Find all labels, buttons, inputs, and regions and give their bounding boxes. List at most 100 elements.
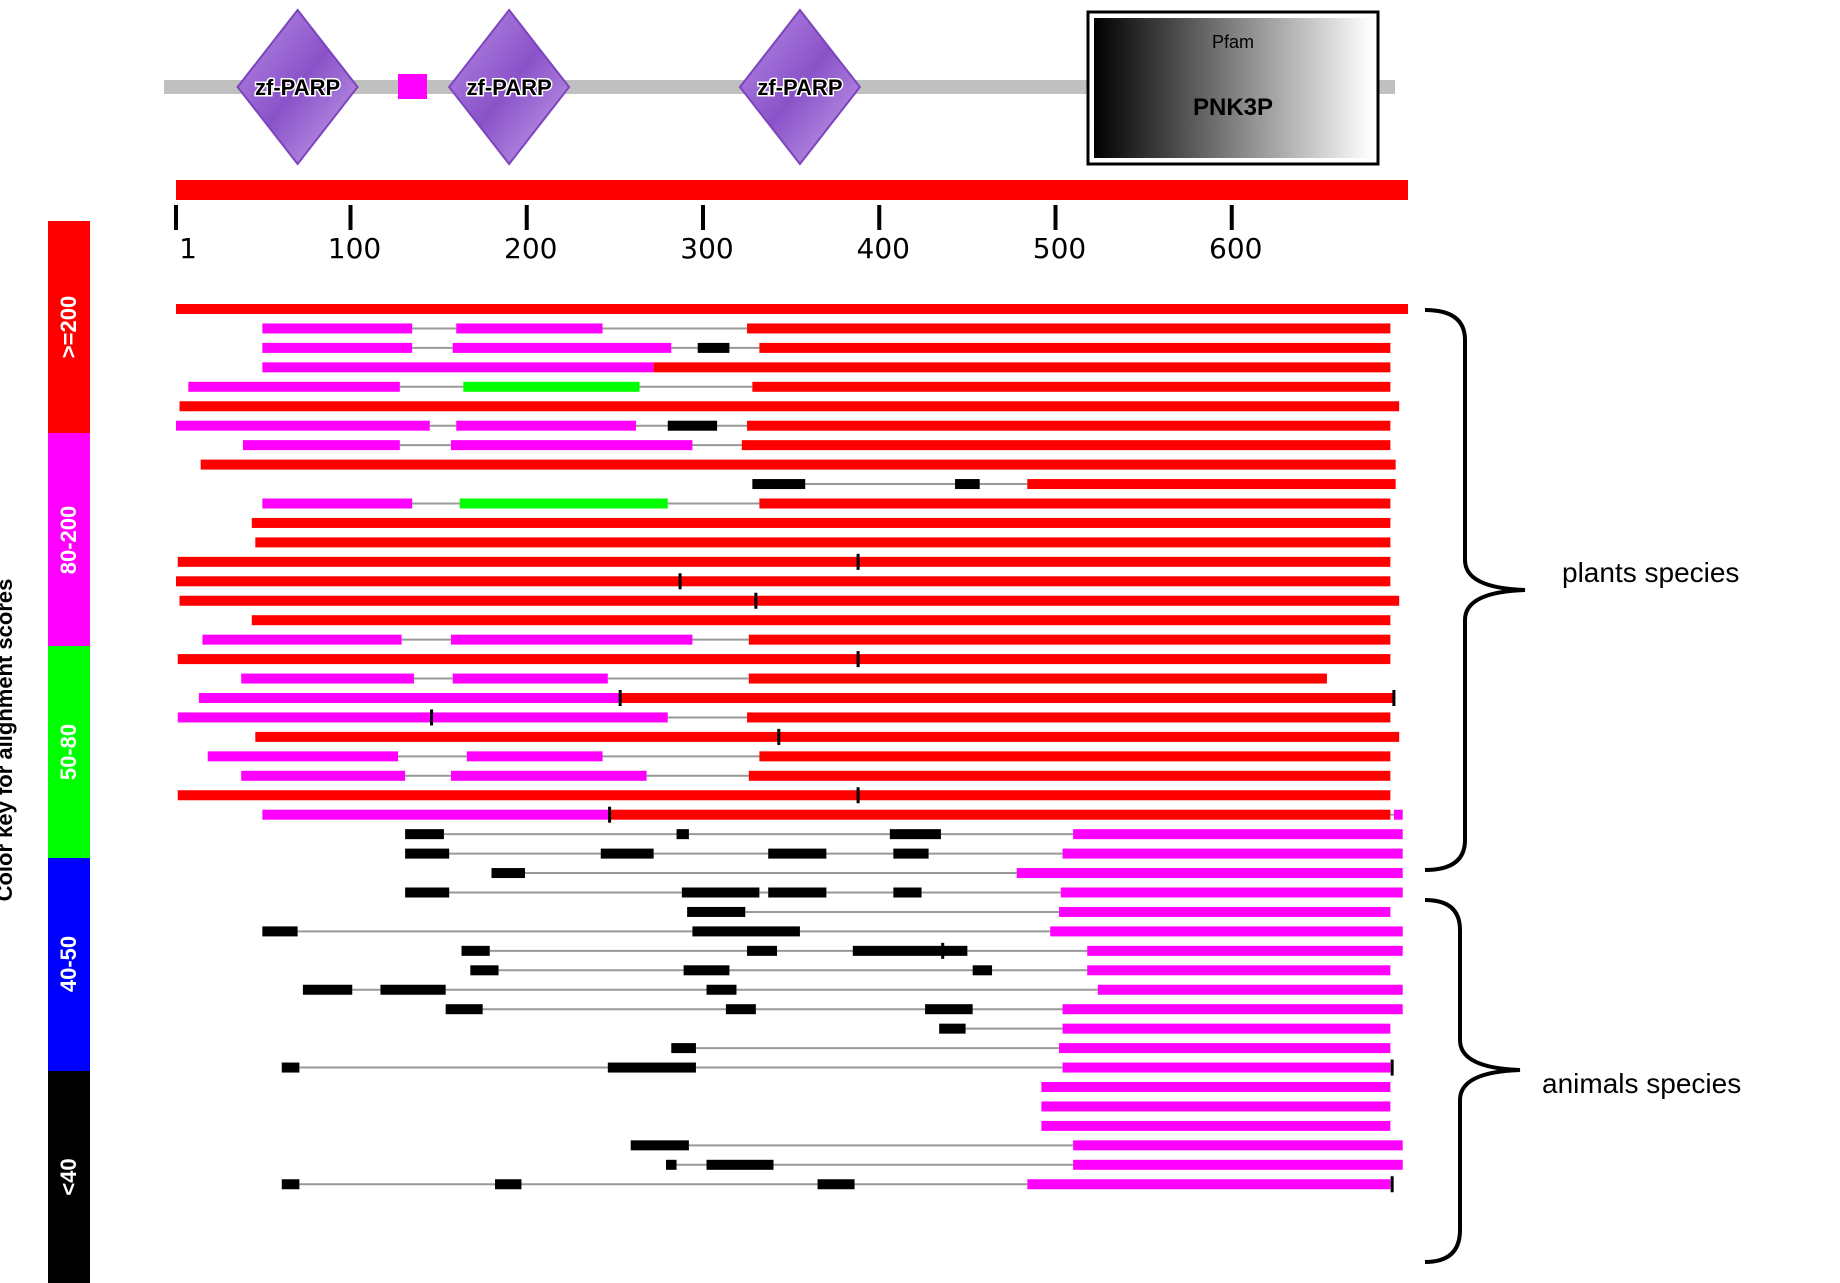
hit-segment [889, 829, 941, 840]
hit-boundary-mark [1392, 690, 1396, 706]
hit-segment [405, 887, 450, 898]
hit-segment [1073, 829, 1403, 840]
hit-segment [1097, 984, 1403, 995]
hit-segment [302, 984, 353, 995]
zf-parp-label: zf-PARP [255, 75, 340, 100]
hit-segment [450, 440, 693, 451]
alignment-row [461, 942, 1403, 959]
alignment-row [302, 984, 1403, 995]
hit-segment [380, 984, 446, 995]
hit-segment [262, 342, 413, 353]
hit-segment [687, 906, 746, 917]
hit-segment [681, 887, 760, 898]
hit-segment [470, 965, 499, 976]
alignment-row [671, 1043, 1391, 1054]
hit-boundary-mark [856, 651, 860, 668]
hit-segment [207, 751, 399, 762]
hit-segment [852, 945, 968, 956]
hit-segment [725, 1004, 756, 1015]
hit-segment [179, 401, 1400, 412]
hit-segment [1027, 1179, 1391, 1190]
ruler-tick-label: 1 [179, 232, 197, 265]
alignment-row [630, 1140, 1403, 1151]
hit-segment [251, 615, 1391, 626]
alignment-row [445, 1004, 1403, 1015]
zf-parp-domain: zf-PARP [447, 8, 571, 166]
hit-segment [706, 984, 737, 995]
zf-parp-domain: zf-PARP [738, 8, 862, 166]
hit-boundary-mark [777, 728, 781, 745]
hit-segment [747, 945, 778, 956]
color-key-bin: <40 [48, 1070, 90, 1283]
hit-segment [939, 1023, 966, 1034]
hit-segment [450, 634, 693, 645]
ruler-tick-label: 300 [680, 232, 733, 265]
hit-segment [177, 654, 1391, 665]
hit-segment [200, 459, 1396, 470]
hit-segment [817, 1179, 855, 1190]
alignment-rows [176, 304, 1408, 1193]
alignment-row [200, 459, 1396, 470]
color-key-bin: >=200 [48, 221, 90, 434]
alignment-row [207, 751, 1391, 762]
hit-segment [176, 420, 430, 431]
hit-segment [463, 381, 640, 392]
alignment-row [242, 440, 1391, 451]
alignment-row [262, 498, 1391, 509]
hit-boundary-mark [678, 573, 682, 590]
hit-segment [405, 829, 444, 840]
zf-parp-domain: zf-PARP [236, 8, 359, 166]
color-key-bin: 40-50 [48, 858, 90, 1071]
alignment-row [1041, 1082, 1391, 1092]
color-key-bin-label: >=200 [56, 295, 81, 359]
hit-boundary-mark [1390, 1176, 1394, 1193]
hit-segment [262, 362, 654, 373]
hit-boundary-mark [608, 806, 612, 823]
hit-segment [893, 848, 929, 859]
hit-segment [1041, 1120, 1391, 1131]
hit-segment [759, 751, 1391, 762]
alignment-row [405, 848, 1403, 859]
ruler: 1 100 200 300 400 500 600 [174, 180, 1408, 265]
alignment-row [177, 709, 1391, 726]
hit-segment [242, 440, 400, 451]
ruler-tick: 100 [328, 205, 381, 265]
ruler-tick-label: 500 [1033, 232, 1086, 265]
alignment-row [1041, 1101, 1391, 1112]
hit-segment [692, 926, 800, 937]
color-key-bin-label: 50-80 [56, 723, 81, 781]
ruler-tick-label: 400 [857, 232, 910, 265]
hit-segment [1041, 1082, 1391, 1092]
hit-segment [925, 1004, 973, 1015]
hit-segment [630, 1140, 689, 1151]
hit-segment [1050, 926, 1403, 937]
hit-segment [255, 731, 1400, 742]
hit-segment [176, 304, 1408, 314]
hit-segment [893, 887, 922, 898]
pfam-domain-label: PNK3P [1193, 94, 1273, 121]
hit-segment [405, 848, 450, 859]
hit-segment [748, 673, 1327, 684]
color-key-bin-label: <40 [56, 1158, 81, 1196]
hit-segment [1062, 1062, 1391, 1073]
hit-segment [706, 1159, 774, 1170]
hit-segment [671, 1043, 696, 1054]
color-key-bin-label: 40-50 [56, 936, 81, 993]
hit-segment [955, 479, 980, 490]
alignment-row [1041, 1120, 1391, 1131]
alignment-row [939, 1023, 1391, 1034]
alignment-row [179, 401, 1400, 412]
pfam-source-label: Pfam [1212, 32, 1254, 52]
hit-segment [445, 1004, 483, 1015]
hit-segment [1059, 906, 1391, 917]
hit-segment [177, 712, 668, 723]
hit-segment [466, 751, 603, 762]
hit-segment [1393, 809, 1403, 820]
hit-segment [697, 342, 730, 353]
alignment-row [251, 615, 1391, 626]
hit-segment [262, 926, 298, 937]
hit-segment [752, 479, 806, 490]
hit-segment [176, 576, 1391, 587]
hit-segment [456, 323, 603, 334]
